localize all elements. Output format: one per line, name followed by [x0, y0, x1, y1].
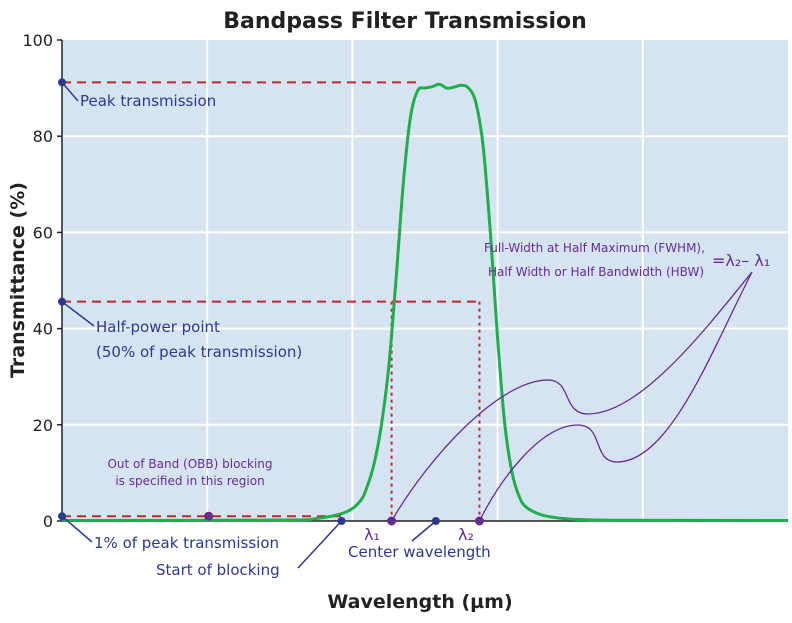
purple-marker-dot — [204, 511, 214, 521]
transmission-curve — [61, 82, 789, 523]
blue-marker-dot — [58, 297, 66, 306]
obb-label-line2: is specified in this region — [115, 474, 264, 488]
fwhm-leader-lambda2 — [478, 271, 753, 522]
lambda2-label: λ₂ — [458, 525, 474, 544]
lambda1-label: λ₁ — [364, 525, 380, 544]
purple-marker-dot — [387, 516, 397, 526]
fwhm-label-line2: Half Width or Half Bandwidth (HBW) — [488, 265, 704, 279]
plot-area — [62, 40, 788, 521]
peak-transmission-label: Peak transmission — [80, 92, 216, 110]
blue-marker-dot — [337, 517, 346, 525]
center-leader — [411, 520, 437, 542]
obb-label-line1: Out of Band (OBB) blocking — [107, 457, 272, 471]
chart-title: Bandpass Filter Transmission — [223, 9, 587, 34]
purple-marker-dot — [474, 516, 484, 526]
y-tick-label: 80 — [33, 127, 53, 146]
one-percent-leader — [61, 515, 93, 543]
y-tick-label: 100 — [22, 31, 53, 50]
annotation-markers — [58, 78, 484, 526]
one-percent-label: 1% of peak transmission — [94, 534, 279, 552]
start-blocking-label: Start of blocking — [156, 561, 280, 579]
fwhm-label-line1: Full-Width at Half Maximum (FWHM), — [484, 241, 705, 255]
y-tick-label: 20 — [33, 416, 53, 435]
blue-marker-dot — [58, 512, 66, 521]
half-power-label: Half-power point — [96, 318, 220, 336]
annotation-leaders — [61, 81, 753, 569]
y-tick-label: 60 — [33, 223, 53, 242]
half-power-leader — [61, 301, 95, 327]
fwhm-leader-lambda1 — [391, 271, 753, 522]
y-tick-label: 0 — [43, 512, 53, 531]
y-ticks: 0 20 40 60 80 100 — [22, 31, 62, 531]
peak-leader — [61, 81, 79, 102]
y-axis-label: Transmittance (%) — [7, 182, 29, 378]
blue-marker-dot — [431, 517, 440, 525]
center-wavelength-label: Center wavelength — [348, 543, 491, 561]
blue-marker-dot — [58, 78, 66, 87]
x-axis-label: Wavelength (µm) — [327, 591, 512, 613]
fwhm-formula: =λ₂– λ₁ — [712, 251, 770, 270]
start-blocking-leader — [297, 520, 343, 569]
half-power-sub-label: (50% of peak transmission) — [96, 343, 302, 361]
y-tick-label: 40 — [33, 320, 53, 339]
